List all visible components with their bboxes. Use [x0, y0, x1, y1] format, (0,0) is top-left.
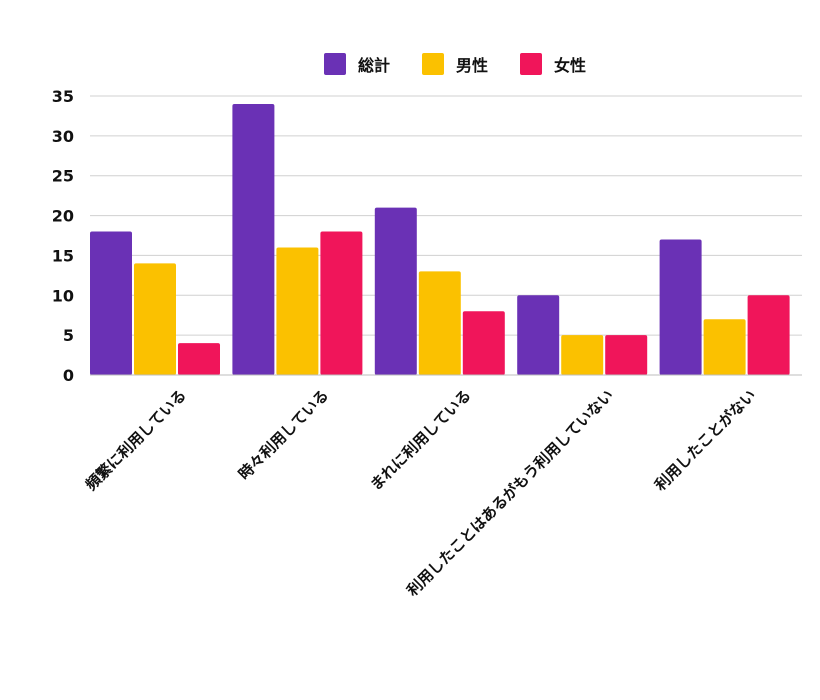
bar-男性-0 [134, 263, 176, 375]
legend: 総計 男性 女性 [324, 53, 586, 75]
legend-item-総計: 総計 [324, 53, 390, 75]
x-category-label: 時々利用している [235, 386, 332, 483]
y-tick-label: 30 [52, 127, 74, 146]
y-axis: 0 5 10 15 20 25 30 35 [52, 87, 74, 385]
bar-総計-1 [232, 103, 275, 375]
x-category-label: まれに利用している [367, 386, 475, 494]
y-tick-label: 15 [52, 246, 74, 265]
bar-男性-2 [418, 271, 461, 375]
bar-女性-2 [462, 311, 505, 375]
y-tick-label: 10 [52, 286, 74, 305]
bar-女性-1 [320, 231, 363, 375]
legend-item-男性: 男性 [422, 53, 488, 75]
legend-item-女性: 女性 [520, 53, 586, 75]
bar-男性-4 [703, 319, 746, 375]
bar-総計-2 [374, 207, 417, 375]
bar-男性-1 [276, 247, 319, 375]
bar-女性-3 [605, 335, 648, 375]
y-tick-label: 0 [63, 366, 74, 385]
bar-男性-3 [561, 335, 604, 375]
legend-swatch [520, 53, 542, 75]
x-category-label: 利用したことがない [651, 386, 759, 494]
legend-label: 男性 [456, 56, 488, 75]
x-axis: 頻繁に利用している 時々利用している まれに利用している利用したことはあるがもう利用… [82, 386, 759, 600]
x-category-label: 頻繁に利用している [82, 386, 190, 494]
y-tick-label: 20 [52, 207, 74, 226]
bar-総計-0 [90, 231, 132, 375]
y-tick-label: 35 [52, 87, 74, 106]
y-tick-label: 5 [63, 326, 74, 345]
bar-女性-0 [178, 343, 220, 375]
bars [90, 103, 790, 375]
y-tick-label: 25 [52, 167, 74, 186]
bar-総計-4 [659, 239, 702, 375]
bar-女性-4 [747, 295, 790, 375]
legend-swatch [324, 53, 346, 75]
legend-label: 総計 [358, 56, 390, 75]
bar-総計-3 [517, 295, 560, 375]
legend-swatch [422, 53, 444, 75]
legend-label: 女性 [554, 56, 586, 75]
